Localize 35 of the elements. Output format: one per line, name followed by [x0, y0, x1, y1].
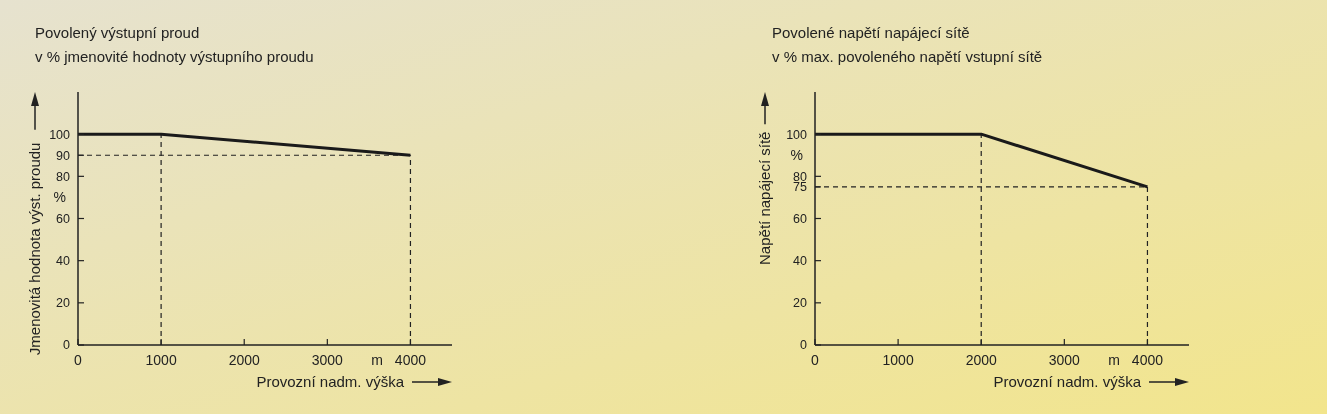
- y-tick-label: 0: [63, 338, 71, 353]
- y-tick-label: 40: [793, 254, 808, 269]
- x-tick-label: 2000: [965, 352, 997, 368]
- y-tick-label: 40: [56, 254, 71, 269]
- x-tick-label: 1000: [145, 352, 177, 368]
- y-tick-label: 60: [56, 211, 71, 226]
- x-tick-label: 3000: [311, 352, 344, 368]
- text: m: [1108, 352, 1121, 368]
- x-axis-title: Provozní nadm. výška: [993, 373, 1142, 390]
- text: %: [53, 189, 66, 206]
- chart-title: Povolený výstupní proud: [35, 24, 200, 41]
- x-tick-label: 4000: [1131, 352, 1164, 368]
- chart-subtitle: v % jmenovité hodnoty výstupního proudu: [35, 48, 314, 65]
- x-tick-label: 3000: [1048, 352, 1081, 368]
- y-tick-label: 75: [793, 180, 808, 195]
- chart-title: Povolené napětí napájecí sítě: [772, 24, 970, 41]
- x-tick-label: 0: [811, 352, 820, 368]
- y-axis-title: Jmenovitá hodnota výst. proudu: [26, 142, 43, 356]
- y-tick-label: 20: [793, 296, 808, 311]
- x-tick-label: 2000: [228, 352, 260, 368]
- y-tick-label: 0: [800, 338, 808, 353]
- y-tick-label: 80: [56, 169, 71, 184]
- text: %: [790, 147, 803, 164]
- y-tick-label: 20: [56, 296, 71, 311]
- y-tick-label: 90: [56, 148, 71, 163]
- x-tick-label: 4000: [394, 352, 427, 368]
- x-tick-label: 1000: [882, 352, 914, 368]
- text: m: [371, 352, 384, 368]
- y-tick-label: 100: [786, 127, 808, 142]
- x-axis-title: Provozní nadm. výška: [256, 373, 405, 390]
- x-tick-label: 0: [74, 352, 83, 368]
- y-tick-label: 60: [793, 211, 808, 226]
- y-axis-title: Napětí napájecí sítě: [756, 131, 773, 265]
- chart-subtitle: v % max. povoleného napětí vstupní sítě: [772, 48, 1043, 65]
- y-tick-label: 100: [49, 127, 71, 142]
